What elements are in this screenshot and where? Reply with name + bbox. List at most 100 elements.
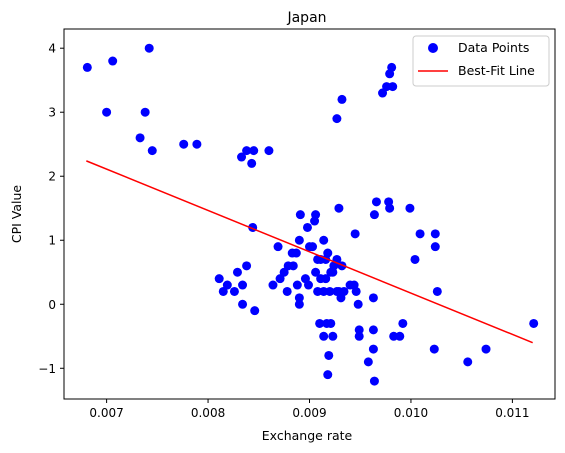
data-point (350, 229, 360, 239)
x-axis-ticks: 0.007 0.008 0.009 0.010 0.011 (89, 399, 530, 420)
data-point (315, 318, 325, 328)
data-point (463, 357, 473, 367)
y-tick-label: 4 (48, 42, 56, 56)
data-point (378, 88, 388, 98)
chart-title: Japan (286, 10, 326, 26)
data-point (410, 254, 420, 264)
data-point (369, 210, 379, 220)
data-point (323, 248, 333, 258)
data-point (429, 344, 439, 354)
data-point (332, 114, 342, 124)
data-point (250, 306, 260, 316)
data-point (430, 229, 440, 239)
data-point (249, 146, 259, 156)
data-point (398, 318, 408, 328)
data-point (192, 139, 202, 149)
y-axis-label: CPI Value (9, 185, 24, 244)
data-point (238, 280, 248, 290)
data-point (308, 242, 318, 252)
y-tick-label: 0 (48, 298, 56, 312)
data-point (279, 267, 289, 277)
y-axis-ticks: −1 0 1 2 3 4 (38, 42, 64, 376)
data-point (325, 286, 335, 296)
data-point (354, 331, 364, 341)
data-point (303, 280, 313, 290)
data-point (218, 286, 228, 296)
data-point (319, 331, 329, 341)
best-fit-line (86, 160, 533, 344)
data-point (140, 107, 150, 117)
data-point (82, 62, 92, 72)
data-point (273, 242, 283, 252)
data-point (395, 331, 405, 341)
data-point (353, 299, 363, 309)
data-point (405, 203, 415, 213)
data-point (264, 146, 274, 156)
legend-label-best-fit-line: Best-Fit Line (458, 63, 535, 78)
data-point (529, 318, 539, 328)
data-point (238, 299, 248, 309)
y-tick-label: 2 (48, 170, 56, 184)
data-point (291, 248, 301, 258)
legend-box (412, 35, 550, 87)
data-point (102, 107, 112, 117)
legend-marker-data-points (428, 43, 438, 53)
data-point (229, 286, 239, 296)
data-point (388, 82, 398, 92)
x-tick-label: 0.008 (191, 406, 225, 420)
data-point (214, 274, 224, 284)
data-point (385, 203, 395, 213)
data-point (268, 280, 278, 290)
x-tick-label: 0.007 (89, 406, 123, 420)
data-point (237, 152, 247, 162)
data-point (328, 267, 338, 277)
data-point (339, 286, 349, 296)
data-point (371, 197, 381, 207)
data-point (328, 331, 338, 341)
data-point (430, 242, 440, 252)
x-tick-label: 0.011 (495, 406, 529, 420)
data-point (368, 325, 378, 335)
data-point (368, 344, 378, 354)
data-point (135, 133, 145, 143)
x-tick-label: 0.010 (394, 406, 428, 420)
data-point (354, 325, 364, 335)
data-point (311, 210, 321, 220)
data-point (302, 222, 312, 232)
plot-area (82, 43, 539, 386)
data-point (324, 350, 334, 360)
data-point (351, 286, 361, 296)
data-point (144, 43, 154, 53)
data-point (294, 299, 304, 309)
data-point (247, 158, 257, 168)
y-tick-label: −1 (38, 362, 56, 376)
data-point (282, 286, 292, 296)
data-point (275, 274, 285, 284)
data-point (326, 318, 336, 328)
legend-label-data-points: Data Points (458, 40, 529, 55)
data-point (337, 94, 347, 104)
data-point (288, 261, 298, 271)
data-point (242, 261, 252, 271)
y-tick-label: 1 (48, 234, 56, 248)
data-point (292, 280, 302, 290)
data-point (432, 286, 442, 296)
data-point (387, 62, 397, 72)
data-point (323, 370, 333, 380)
legend: Data Points Best-Fit Line (412, 35, 550, 87)
x-tick-label: 0.009 (292, 406, 326, 420)
data-point (242, 146, 252, 156)
x-axis-label: Exchange rate (262, 428, 353, 443)
data-point (108, 56, 118, 66)
data-point (222, 280, 232, 290)
data-point (147, 146, 157, 156)
data-point (481, 344, 491, 354)
data-point (179, 139, 189, 149)
data-point (294, 235, 304, 245)
y-tick-label: 3 (48, 106, 56, 120)
data-point (321, 274, 331, 284)
data-point (363, 357, 373, 367)
data-point (232, 267, 242, 277)
data-point (294, 293, 304, 303)
